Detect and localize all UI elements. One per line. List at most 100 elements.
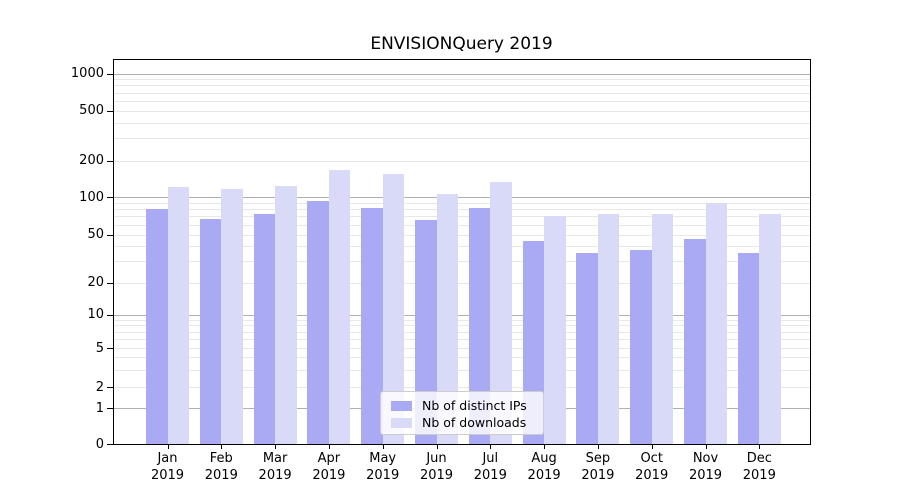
bar-ips-jun <box>415 220 437 444</box>
legend-swatch-downloads <box>391 417 412 428</box>
x-tick-mark <box>167 444 169 449</box>
gridline-minor <box>114 348 810 349</box>
x-tick-mark <box>275 444 277 449</box>
gridline-minor <box>114 101 810 102</box>
x-tick-year: 2019 <box>527 468 561 483</box>
x-tick-label-sep: Sep 2019 <box>568 450 628 484</box>
legend-label-distinct-ips: Nb of distinct IPs <box>422 398 527 413</box>
bar-ips-feb <box>199 218 222 444</box>
y-tick-mark <box>107 387 114 388</box>
chart-title: ENVISIONQuery 2019 <box>370 34 553 54</box>
gridline-minor <box>114 370 810 371</box>
legend: Nb of distinct IPs Nb of downloads <box>380 391 544 435</box>
bar-ips-may <box>361 207 383 444</box>
gridline-minor <box>114 138 810 139</box>
gridline-minor <box>114 209 810 210</box>
x-tick-label-aug: Aug 2019 <box>514 450 574 484</box>
x-tick-mark <box>759 444 761 449</box>
gridline-minor <box>114 93 810 94</box>
x-tick-mark <box>544 444 546 449</box>
x-tick-label-oct: Oct 2019 <box>622 450 682 484</box>
gridline-minor <box>114 123 810 124</box>
gridline-minor <box>114 320 810 321</box>
y-tick-mark <box>107 315 114 316</box>
y-tick-label: 50 <box>87 227 104 242</box>
gridline-minor <box>114 325 810 326</box>
x-tick-year: 2019 <box>635 468 669 483</box>
y-tick-label: 10 <box>87 307 104 322</box>
x-tick-label-mar: Mar 2019 <box>245 450 305 484</box>
gridline-major <box>114 315 810 316</box>
x-tick-label-apr: Apr 2019 <box>299 450 359 484</box>
gridline-minor <box>114 85 810 86</box>
y-tick-mark <box>107 408 114 409</box>
gridline-minor <box>114 332 810 333</box>
bar-ips-jan <box>146 209 168 444</box>
x-tick-year: 2019 <box>312 468 346 483</box>
x-tick-mark <box>328 444 330 449</box>
x-tick-mark <box>221 444 223 449</box>
x-tick-year: 2019 <box>366 468 400 483</box>
y-tick-label: 2 <box>95 380 104 395</box>
x-tick-mark <box>382 444 384 449</box>
bar-ips-oct <box>630 250 652 444</box>
gridline-minor <box>114 357 810 358</box>
x-tick-year: 2019 <box>204 468 238 483</box>
legend-label-downloads: Nb of downloads <box>422 415 527 430</box>
gridline-minor <box>114 225 810 226</box>
bar-downloads-nov <box>705 202 727 444</box>
x-tick-label-may: May 2019 <box>353 450 413 484</box>
plot-area: 0 1 2 5 10 20 50 100 200 500 1000 Jan 2019 Feb 2019 Mar… <box>71 59 811 483</box>
y-tick-mark <box>107 161 114 162</box>
x-tick-label-jun: Jun 2019 <box>407 450 467 484</box>
x-tick-year: 2019 <box>742 468 776 483</box>
bar-ips-nov <box>684 238 706 444</box>
bar-downloads-jul <box>490 181 512 444</box>
y-tick-mark <box>107 235 114 236</box>
bar-downloads-apr <box>328 170 351 444</box>
bar-downloads-oct <box>651 214 674 444</box>
x-tick-mark <box>490 444 492 449</box>
x-tick-year: 2019 <box>258 468 292 483</box>
y-tick-label: 100 <box>79 190 104 205</box>
gridline-major <box>114 74 810 75</box>
bar-downloads-mar <box>275 186 297 444</box>
bar-downloads-sep <box>597 214 620 444</box>
y-tick-label: 500 <box>79 103 104 118</box>
bar-downloads-may <box>382 173 405 444</box>
y-tick-label: 200 <box>79 153 104 168</box>
x-tick-label-jul: Jul 2019 <box>460 450 520 484</box>
bar-ips-jul <box>468 207 491 444</box>
x-tick-mark <box>436 444 438 449</box>
x-tick-mark <box>597 444 599 449</box>
x-tick-year: 2019 <box>688 468 723 483</box>
x-tick-label-dec: Dec 2019 <box>729 450 789 484</box>
legend-entry-distinct-ips: Nb of distinct IPs <box>389 397 535 414</box>
gridline-major <box>114 197 810 198</box>
y-tick-mark <box>107 348 114 349</box>
y-tick-label: 5 <box>95 341 104 356</box>
gridline-minor <box>114 283 810 284</box>
bar-ips-mar <box>253 214 276 444</box>
x-tick-year: 2019 <box>150 468 185 483</box>
bar-downloads-jun <box>436 193 458 444</box>
x-tick-mark <box>651 444 653 449</box>
gridline-minor <box>114 79 810 80</box>
x-tick-year: 2019 <box>419 468 454 483</box>
x-tick-year: 2019 <box>581 468 615 483</box>
y-tick-label: 1 <box>95 401 104 416</box>
bar-ips-sep <box>576 253 598 444</box>
y-tick-label: 0 <box>95 437 104 452</box>
x-tick-label-feb: Feb 2019 <box>191 450 251 484</box>
gridline-minor <box>114 261 810 262</box>
gridline-minor <box>114 161 810 162</box>
y-tick-label: 20 <box>87 275 104 290</box>
bar-downloads-dec <box>759 214 781 444</box>
gridline-minor <box>114 203 810 204</box>
y-tick-mark <box>107 197 114 198</box>
gridline-minor <box>114 339 810 340</box>
bar-downloads-feb <box>221 189 243 444</box>
y-tick-mark <box>107 111 114 112</box>
bar-downloads-jan <box>167 186 189 444</box>
